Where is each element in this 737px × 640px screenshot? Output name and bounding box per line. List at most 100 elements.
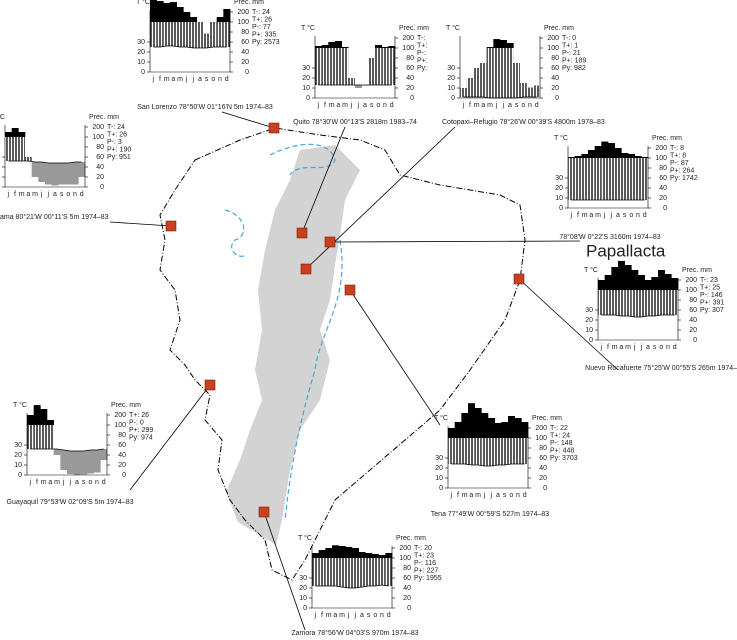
month-label: o <box>88 479 92 486</box>
temp-axis-label: T °C <box>0 113 5 121</box>
prec-tick-label: 0 <box>410 95 414 102</box>
prec-tick-label: 20 <box>689 327 697 334</box>
prec-tick-label: 200 <box>685 277 697 284</box>
humid-bar <box>481 438 488 466</box>
prec-tick-label: 20 <box>241 59 249 66</box>
prec-tick-label: 60 <box>539 455 547 462</box>
wet-bar <box>568 157 575 158</box>
humid-bar <box>25 157 32 161</box>
prec-tick-label: 60 <box>689 307 697 314</box>
humid-bar <box>163 22 170 46</box>
station-caption: Guayaquil 79°53'W 02°09'S 5m 1974–83 <box>7 498 134 506</box>
temp-line <box>451 463 525 467</box>
humid-bar <box>461 438 468 464</box>
prec-axis-label: Prec. mm <box>89 114 119 121</box>
prec-axis-label: Prec. mm <box>396 535 426 542</box>
arid-bar <box>51 163 59 186</box>
month-label: j <box>357 102 360 109</box>
humid-bar <box>338 558 346 587</box>
month-label: m <box>54 479 60 486</box>
station-stat: T+: 23 <box>414 552 434 559</box>
prec-tick-label: 60 <box>406 65 414 72</box>
humid-bar <box>601 158 608 200</box>
month-label: m <box>612 344 618 351</box>
month-label: j <box>600 344 603 351</box>
station-caption: ama 80°21'W 00°11'S 5m 1974–83 <box>0 213 109 221</box>
wet-bar <box>325 548 333 558</box>
wet-bar <box>448 428 455 438</box>
month-label: m <box>475 492 481 499</box>
month-label: a <box>48 479 52 486</box>
temp-tick-label: 20 <box>555 185 563 192</box>
month-label: a <box>198 76 202 83</box>
prec-tick-label: 40 <box>539 465 547 472</box>
month-label: f <box>159 76 161 83</box>
station-stat: T-: 22 <box>550 425 568 432</box>
month-label: a <box>336 102 340 109</box>
prec-tick-label: 20 <box>659 195 667 202</box>
arid-bar <box>58 163 66 185</box>
wet-bar <box>156 1 164 22</box>
humid-bar <box>494 438 502 465</box>
temp-axis-label: T °C <box>301 24 315 32</box>
month-label: m <box>19 191 25 198</box>
temp-line <box>315 584 389 589</box>
prec-tick-label: 0 <box>663 205 667 212</box>
wet-bar <box>618 260 625 290</box>
humid-bar <box>508 438 515 464</box>
arid-bar <box>38 162 46 182</box>
wet-bar <box>315 46 322 48</box>
humid-bar <box>190 22 197 48</box>
station-marker <box>513 273 525 285</box>
wet-bar <box>641 157 649 158</box>
humid-bar <box>624 290 632 316</box>
wet-bar <box>385 553 393 558</box>
station-stat: T+: 26 <box>252 16 272 23</box>
wet-bar <box>321 45 329 48</box>
humid-bar <box>315 48 322 85</box>
humid-bar <box>568 158 575 200</box>
leader-line <box>129 384 211 491</box>
prec-tick-label: 100 <box>237 19 249 26</box>
wet-bar <box>170 2 177 22</box>
humid-bar <box>47 425 54 449</box>
month-label: j <box>185 76 188 83</box>
leader-line <box>263 511 306 631</box>
temp-tick-label: 20 <box>299 585 307 592</box>
humid-bar <box>335 48 342 85</box>
month-label: s <box>623 212 627 219</box>
month-label: s <box>503 492 507 499</box>
humid-bar <box>641 158 648 200</box>
temp-tick-label: 30 <box>585 307 593 314</box>
humid-bar <box>514 438 522 464</box>
temp-axis-label: T °C <box>136 0 150 6</box>
prec-tick-label: 200 <box>399 545 411 552</box>
humid-bar <box>658 290 665 315</box>
station-caption: Quito 78°30'W 00°13'S 2818m 1983–74 <box>293 118 417 126</box>
wet-bar <box>508 416 515 438</box>
temp-axis-label: T °C <box>554 134 568 142</box>
humid-bar <box>521 438 528 464</box>
month-label: j <box>483 492 486 499</box>
month-label: n <box>528 102 532 109</box>
month-label: j <box>495 102 498 109</box>
humid-bar <box>651 290 658 316</box>
station-stat: T+: 1 <box>562 42 578 49</box>
humid-bar <box>312 558 319 586</box>
humid-bar <box>608 158 615 200</box>
wet-bar <box>312 553 319 558</box>
humid-bar <box>352 558 359 588</box>
humid-bar <box>454 438 462 464</box>
month-label: j <box>640 344 643 351</box>
prec-tick-label: 0 <box>407 605 411 612</box>
month-label: n <box>666 344 670 351</box>
station-stat: Py: <box>417 65 427 72</box>
humid-bar <box>473 68 480 97</box>
humid-bar <box>328 48 335 85</box>
arid-bar <box>65 163 72 185</box>
wet-bar <box>341 47 349 48</box>
month-label: j <box>633 344 636 351</box>
station-stat: T-: 20 <box>414 545 432 552</box>
month-label: d <box>390 102 394 109</box>
humid-bar <box>368 58 375 85</box>
